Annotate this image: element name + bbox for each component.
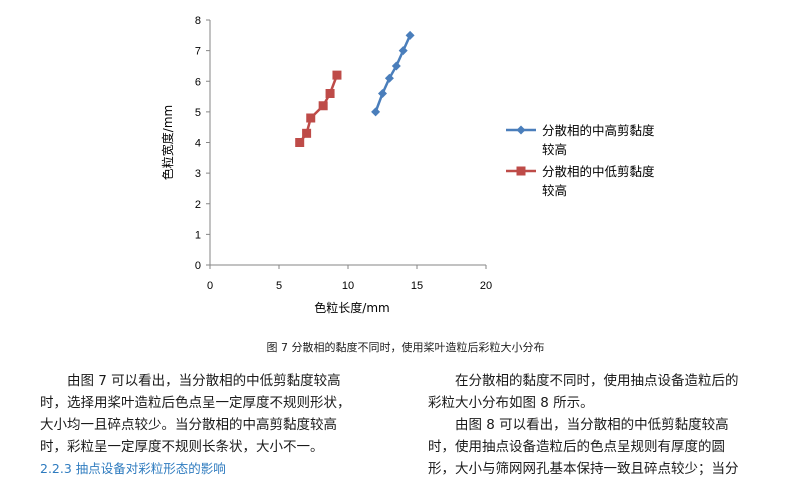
right-p1-line-1: 在分散相的黏度不同时，使用抽点设备造粒后的 [455,373,739,389]
x-tick-label: 5 [276,280,282,292]
left-line-4: 时，彩粒呈一定厚度不规则长条状，大小不一。 [40,439,324,455]
x-tick-label: 10 [342,280,354,292]
right-p1-line-2: 彩粒大小分布如图 8 所示。 [428,395,594,411]
left-line-3: 大小均一且碎点较少。当分散相的中高剪黏度较高 [40,417,337,433]
series-1-point [378,89,387,98]
right-p2-line-2: 时，使用抽点设备造粒后的色点呈规则有厚度的圆 [428,439,725,455]
figure-7-chart: 0 1 2 3 4 5 6 7 8 0 5 10 15 20 色粒长度/mm 色粒宽度/mm 分散相的中高剪黏度… [150,2,668,324]
y-tick-label: 2 [195,199,201,211]
y-tick-label: 8 [195,15,201,27]
series-1-point [371,107,381,117]
right-p2-line-3: 形，大小与筛网网孔基本保持一致且碎点较少；当分 [428,461,739,477]
legend-series-2-label: 分散相的中低剪黏度 [542,164,655,179]
series-2-point [332,70,342,80]
series-1-point [398,46,408,56]
y-tick-label: 7 [195,46,201,58]
y-tick-label: 1 [195,229,201,241]
y-tick-label: 0 [195,260,201,272]
right-p2-line-1: 由图 8 可以看出，当分散相的中低剪黏度较高 [455,417,729,433]
left-line-1: 由图 7 可以看出，当分散相的中低剪黏度较高 [67,373,341,389]
series-2-point [295,138,305,147]
y-tick-label: 3 [195,168,201,180]
y-tick-label: 5 [195,107,201,119]
series-2-point [306,113,316,123]
legend-series-1-marker [516,125,526,135]
legend-series-1-label: 较高 [542,142,567,157]
series-2-point [318,101,328,111]
series-1-point [391,61,401,71]
series-2-point [302,128,312,138]
legend-series-2-marker [516,166,526,176]
x-tick-label: 15 [411,280,423,292]
x-tick-label: 0 [207,280,213,292]
y-axis-title: 色粒宽度/mm [160,105,175,180]
legend-series-1-label: 分散相的中高剪黏度 [542,123,655,138]
section-heading-2-2-3: 2.2.3 抽点设备对彩粒形态的影响 [40,461,226,476]
x-tick-label: 20 [480,280,492,292]
series-1-point [384,73,394,83]
series-1-point [405,30,415,40]
left-line-2: 时，选择用桨叶造粒后色点呈一定厚度不规则形状， [40,395,351,411]
left-column: 由图 7 可以看出，当分散相的中低剪黏度较高 时，选择用桨叶造粒后色点呈一定厚度… [40,370,408,480]
y-tick-label: 6 [195,76,201,88]
chart-svg: 0 1 2 3 4 5 6 7 8 0 5 10 15 20 色粒长度/mm 色粒宽度/mm 分散相的中高剪黏度… [160,15,655,315]
right-column: 在分散相的黏度不同时，使用抽点设备造粒后的 彩粒大小分布如图 8 所示。 由图 … [428,370,800,480]
figure-caption: 图 7 分散相的黏度不同时，使用桨叶造粒后彩粒大小分布 [266,341,545,354]
series-2-point [325,89,335,98]
series-1-line [374,34,412,113]
y-tick-label: 4 [195,138,201,150]
legend-series-2-label: 较高 [542,183,567,198]
x-axis-title: 色粒长度/mm [314,300,389,315]
